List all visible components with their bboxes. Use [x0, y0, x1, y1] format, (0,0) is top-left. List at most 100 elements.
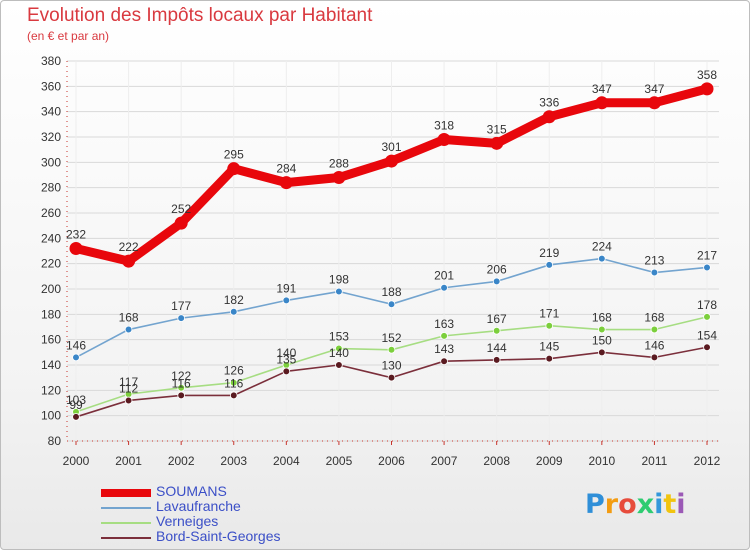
data-label-lavaufranche: 198 [329, 273, 349, 287]
y-tick-label: 360 [41, 79, 61, 93]
data-label-verneiges: 178 [697, 298, 717, 312]
y-tick-label: 100 [41, 409, 61, 423]
data-point-bord-saint-georges [598, 348, 606, 357]
data-point-lavaufranche [229, 307, 238, 316]
data-point-verneiges [335, 344, 343, 353]
x-tick-label: 2011 [642, 454, 668, 468]
data-point-verneiges [229, 378, 238, 387]
data-point-verneiges [440, 332, 448, 340]
data-label-verneiges: 126 [224, 364, 244, 378]
data-point-soumans [647, 96, 661, 110]
data-label-verneiges: 152 [381, 331, 401, 345]
data-point-bord-saint-georges [650, 353, 659, 362]
y-tick-label: 220 [41, 257, 61, 271]
data-point-lavaufranche [124, 325, 133, 334]
data-point-bord-saint-georges [229, 391, 238, 400]
data-label-lavaufranche: 219 [539, 246, 559, 260]
data-label-lavaufranche: 206 [487, 262, 507, 276]
data-point-verneiges [492, 326, 501, 335]
data-point-soumans [332, 171, 346, 185]
data-label-soumans: 301 [381, 140, 401, 154]
data-point-lavaufranche [72, 353, 80, 362]
y-tick-label: 200 [41, 282, 61, 296]
data-label-bord-saint-georges: 116 [224, 376, 243, 390]
data-label-bord-saint-georges: 99 [69, 398, 83, 412]
data-label-bord-saint-georges: 112 [119, 381, 138, 395]
x-tick-label: 2004 [273, 454, 300, 468]
y-tick-label: 280 [41, 181, 61, 195]
x-tick-label: 2008 [483, 454, 510, 468]
x-tick-label: 2012 [694, 454, 721, 468]
data-point-lavaufranche [335, 287, 343, 296]
data-point-soumans [227, 162, 241, 176]
proxiti-logo: Proxiti [585, 489, 686, 520]
data-label-bord-saint-georges: 145 [539, 340, 559, 354]
legend-swatch-verneiges [101, 522, 151, 524]
data-label-lavaufranche: 188 [381, 285, 401, 299]
logo-letter: i [654, 489, 664, 520]
legend-swatch-soumans [101, 489, 151, 497]
data-label-bord-saint-georges: 146 [644, 338, 664, 352]
logo-letter: t [663, 489, 677, 520]
data-label-bord-saint-georges: 130 [381, 359, 401, 373]
logo-letter: P [585, 489, 605, 520]
y-tick-label: 320 [41, 130, 61, 144]
data-point-bord-saint-georges [545, 354, 554, 363]
data-point-lavaufranche [440, 283, 448, 292]
data-point-verneiges [650, 325, 659, 334]
x-tick-label: 2000 [63, 454, 90, 468]
data-point-lavaufranche [282, 296, 291, 305]
legend-label-bord-saint-georges: Bord-Saint-Georges [156, 528, 281, 544]
x-tick-label: 2003 [220, 454, 247, 468]
data-label-soumans: 336 [539, 96, 559, 110]
legend-label-soumans: SOUMANS [156, 483, 227, 499]
y-tick-label: 240 [41, 231, 61, 245]
x-tick-label: 2007 [431, 454, 458, 468]
x-tick-label: 2009 [536, 454, 563, 468]
data-label-verneiges: 153 [329, 330, 349, 344]
x-tick-label: 2010 [588, 454, 615, 468]
data-point-lavaufranche [545, 261, 554, 269]
data-label-bord-saint-georges: 154 [697, 328, 717, 342]
data-label-soumans: 252 [171, 202, 191, 216]
data-label-soumans: 347 [644, 82, 664, 96]
data-point-soumans [490, 136, 504, 150]
data-label-lavaufranche: 201 [434, 269, 454, 283]
y-tick-label: 140 [41, 358, 61, 372]
data-point-soumans [122, 254, 136, 268]
data-label-soumans: 347 [592, 82, 612, 96]
data-point-bord-saint-georges [124, 396, 133, 405]
data-point-soumans [700, 82, 714, 96]
data-label-lavaufranche: 191 [276, 281, 296, 295]
data-label-lavaufranche: 146 [66, 338, 86, 352]
data-label-soumans: 318 [434, 119, 454, 133]
chart-title: Evolution des Impôts locaux par Habitant [27, 5, 373, 26]
data-point-lavaufranche [598, 254, 606, 263]
data-point-soumans [279, 176, 293, 190]
data-label-bord-saint-georges: 116 [172, 376, 191, 390]
data-label-soumans: 284 [276, 162, 296, 176]
data-label-lavaufranche: 177 [171, 299, 191, 313]
data-point-verneiges [703, 313, 711, 321]
data-label-verneiges: 122 [171, 369, 191, 383]
data-label-lavaufranche: 213 [644, 254, 664, 268]
data-label-soumans: 232 [66, 227, 86, 241]
y-tick-label: 160 [41, 333, 61, 347]
data-label-soumans: 315 [487, 122, 507, 136]
data-point-verneiges [545, 321, 554, 330]
data-point-lavaufranche [650, 268, 659, 277]
data-point-bord-saint-georges [387, 373, 396, 382]
data-point-lavaufranche [177, 314, 185, 322]
x-tick-label: 2005 [326, 454, 353, 468]
logo-letter: o [618, 489, 637, 520]
data-label-bord-saint-georges: 143 [434, 342, 454, 356]
data-point-lavaufranche [387, 300, 396, 309]
legend-swatch-lavaufranche [101, 507, 151, 509]
data-point-soumans [595, 96, 609, 110]
data-point-bord-saint-georges [282, 367, 291, 376]
data-point-bord-saint-georges [72, 413, 80, 421]
data-point-verneiges [177, 383, 185, 392]
data-point-soumans [385, 154, 398, 168]
data-label-soumans: 358 [697, 68, 717, 82]
